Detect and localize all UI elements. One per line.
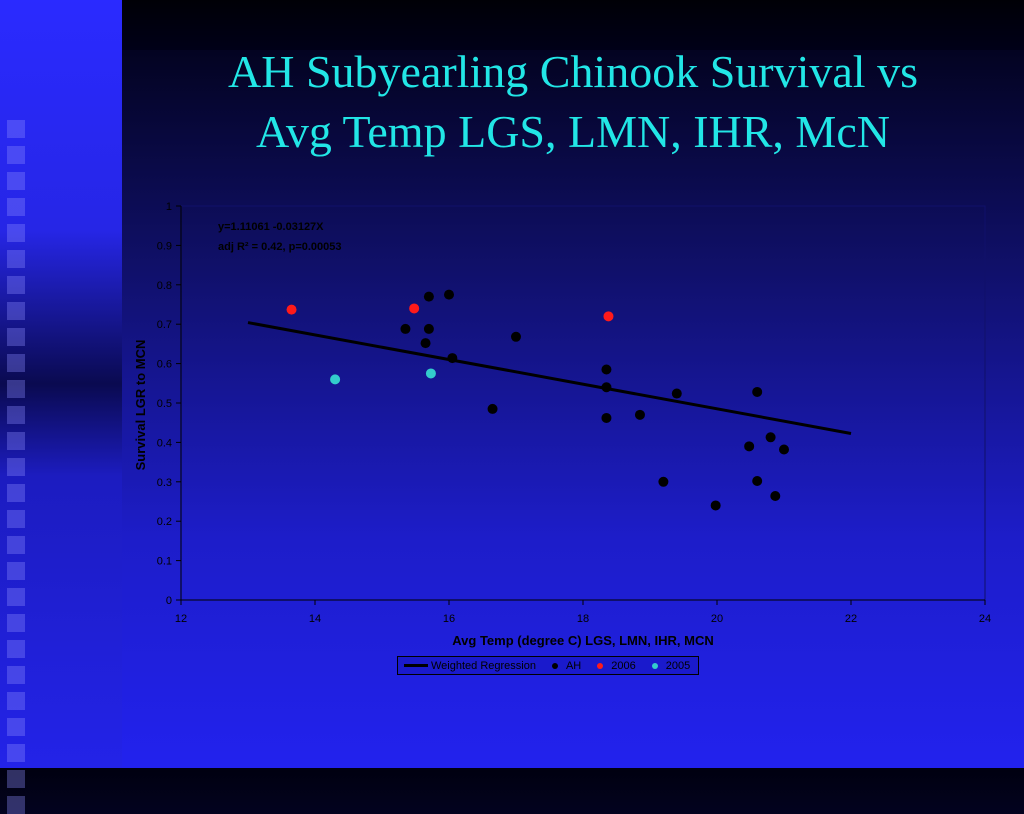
- title-line-1: AH Subyearling Chinook Survival vs: [228, 46, 918, 97]
- equation-annotation: y=1.11061 -0.03127X: [218, 221, 324, 233]
- x-tick-label: 14: [309, 613, 321, 625]
- legend-label-2006: 2006: [611, 659, 636, 672]
- legend-item-2005: 2005: [642, 660, 690, 672]
- left-decor-band: [0, 0, 122, 814]
- decor-square: [7, 406, 25, 424]
- decor-square: [7, 510, 25, 528]
- data-point-2006: [286, 304, 297, 315]
- y-tick-label: 0.1: [157, 556, 172, 568]
- legend-dot-2005: [651, 662, 658, 669]
- chart-legend: Weighted Regression AH 2006 2005: [397, 656, 699, 675]
- legend-label-ah: AH: [565, 659, 582, 672]
- decor-square: [7, 328, 25, 346]
- data-point-2005: [425, 368, 436, 379]
- legend-item-regression: Weighted Regression: [404, 660, 536, 672]
- decor-square: [7, 536, 25, 554]
- data-point-ah: [770, 490, 781, 501]
- decor-square: [7, 224, 25, 242]
- decor-square: [7, 744, 25, 762]
- decor-square: [7, 172, 25, 190]
- legend-label-regression: Weighted Regression: [431, 659, 536, 672]
- decor-square: [7, 770, 25, 788]
- data-point-ah: [511, 331, 521, 342]
- data-point-ah: [744, 441, 755, 452]
- decor-square: [7, 354, 25, 372]
- x-tick-label: 16: [443, 613, 455, 625]
- legend-item-2006: 2006: [587, 659, 636, 672]
- decor-square: [7, 588, 25, 606]
- legend-item-ah: AH: [542, 660, 581, 672]
- decor-square: [7, 666, 25, 684]
- data-point-ah: [601, 412, 612, 423]
- slide-title: AH Subyearling Chinook Survival vs Avg T…: [122, 42, 1024, 162]
- y-tick-label: 0.2: [157, 516, 172, 528]
- y-tick-label: 0.5: [157, 398, 172, 410]
- data-point-ah: [601, 382, 612, 393]
- scatter-chart: 0 0.1 0.2 0.3 0.4 0.5 0.6 0.7 0.8 0.9 1 12 14 16 18 20 2…: [133, 201, 991, 648]
- decor-square: [7, 614, 25, 632]
- x-tick-label: 18: [577, 613, 589, 625]
- data-point-ah: [487, 403, 498, 414]
- data-point-ah: [601, 364, 612, 375]
- x-tick-label: 20: [711, 613, 723, 625]
- decor-square: [7, 120, 25, 138]
- y-tick-label: 0.4: [157, 437, 172, 449]
- data-point-ah: [444, 289, 454, 300]
- y-tick-label: 0.6: [157, 359, 172, 371]
- y-tick-label: 0: [166, 595, 172, 607]
- title-line-2: Avg Temp LGS, LMN, IHR, McN: [256, 106, 890, 157]
- decor-square: [7, 250, 25, 268]
- decor-square: [7, 276, 25, 294]
- data-point-ah: [420, 338, 431, 349]
- data-point-ah: [671, 388, 682, 399]
- data-point-ah: [423, 291, 434, 302]
- x-tick-label: 12: [175, 613, 187, 625]
- decor-square: [7, 718, 25, 736]
- top-decor-band: [122, 0, 1024, 50]
- decor-square: [7, 458, 25, 476]
- decor-square: [7, 146, 25, 164]
- r2-annotation: adj R² = 0.42, p=0.00053: [218, 241, 342, 253]
- data-point-ah: [447, 353, 458, 364]
- decor-square: [7, 484, 25, 502]
- plot-area: [180, 205, 986, 601]
- data-point-ah: [779, 444, 789, 455]
- decor-square: [7, 432, 25, 450]
- decor-square: [7, 198, 25, 216]
- y-tick-label: 0.3: [157, 477, 172, 489]
- regression-line: [247, 321, 852, 435]
- decor-square: [7, 302, 25, 320]
- legend-dot-ah: [551, 662, 558, 669]
- data-point-ah: [752, 386, 763, 397]
- decor-square: [7, 796, 25, 814]
- data-point-ah: [765, 432, 776, 443]
- decor-square: [7, 562, 25, 580]
- x-axis-label: Avg Temp (degree C) LGS, LMN, IHR, MCN: [452, 633, 713, 648]
- data-point-2006: [409, 303, 420, 314]
- decor-square: [7, 380, 25, 398]
- legend-dot-2006: [597, 662, 604, 669]
- data-point-ah: [752, 476, 763, 487]
- data-point-ah: [423, 323, 434, 334]
- data-point-2005: [330, 374, 341, 385]
- decor-square: [7, 640, 25, 658]
- decor-square: [7, 692, 25, 710]
- y-axis-label: Survival LGR to MCN: [133, 340, 148, 471]
- y-tick-label: 0.7: [157, 319, 172, 331]
- legend-label-2005: 2005: [665, 659, 691, 672]
- y-tick-label: 0.8: [157, 280, 172, 292]
- data-point-2006: [603, 311, 614, 322]
- x-tick-label: 24: [979, 613, 991, 625]
- data-point-ah: [658, 476, 669, 487]
- data-point-ah: [634, 409, 645, 420]
- x-tick-label: 22: [845, 613, 857, 625]
- data-point-ah: [710, 500, 721, 511]
- y-tick-label: 1: [166, 201, 172, 213]
- legend-line-swatch: [404, 664, 428, 667]
- data-point-ah: [400, 323, 411, 334]
- y-tick-label: 0.9: [157, 240, 172, 252]
